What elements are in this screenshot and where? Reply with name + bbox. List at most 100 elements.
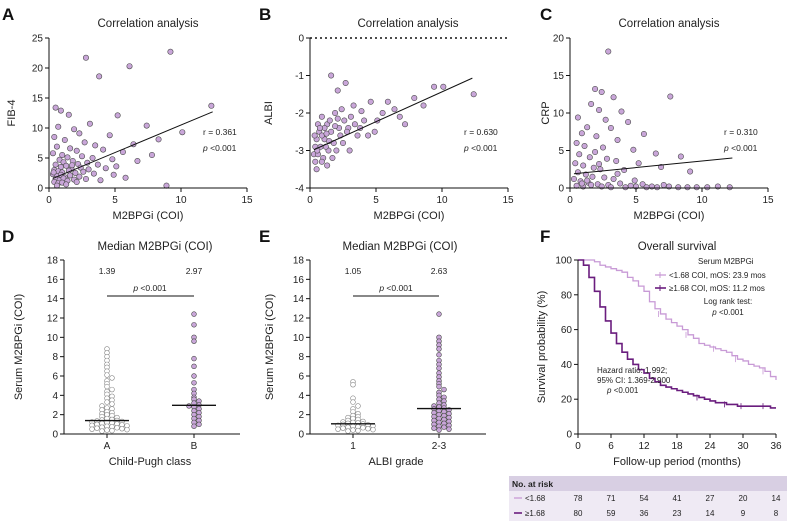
scatter-point [52, 161, 59, 168]
legend-title: Serum M2BPGi [698, 257, 754, 266]
panel-d-title: Median M2BPGi (COI) [97, 241, 212, 253]
panel-b-ytick-label: -3 [295, 146, 304, 157]
scatter-point [580, 162, 587, 169]
scatter-point [73, 179, 80, 186]
scatter-point [57, 107, 64, 114]
scatter-point [69, 162, 76, 169]
scatter-point [704, 184, 711, 191]
scatter-point [53, 182, 60, 189]
dot-point [436, 383, 442, 390]
dot-point [355, 427, 361, 434]
panel-a-ytick-label: 5 [37, 154, 43, 165]
panel-letter-f: F [540, 227, 550, 246]
scatter-point [605, 48, 612, 55]
dot-point [350, 427, 356, 433]
scatter-point [90, 170, 97, 177]
risk-cell: 78 [574, 494, 583, 503]
dot-point [104, 372, 110, 378]
scatter-point [110, 171, 117, 178]
risk-cell: 59 [607, 509, 616, 518]
panel-d-points [89, 311, 202, 434]
scatter-point [603, 155, 610, 162]
scatter-point [675, 184, 682, 191]
panel-e-ytick-label: 12 [293, 314, 305, 325]
panel-e-ytick-label: 0 [298, 430, 304, 441]
dot-point [104, 399, 110, 405]
panel-c-y-ticks: 0 5 10 15 20 [553, 34, 570, 195]
panel-e-ytick-label: 16 [293, 275, 305, 286]
dot-point [436, 365, 442, 371]
logrank-p-value: p <0.001 [711, 308, 744, 317]
panel-b-title: Correlation analysis [358, 18, 459, 30]
scatter-point [82, 54, 89, 61]
dot-point [109, 386, 115, 393]
risk-row-low-label: <1.68 [525, 494, 546, 503]
panel-c-p-value: p <0.001 [723, 143, 758, 153]
dot-point [109, 401, 115, 407]
scatter-point [59, 152, 66, 159]
panel-e-title: Median M2BPGi (COI) [342, 241, 457, 253]
panel-d-y-label: Serum M2BPGi (COI) [13, 294, 25, 400]
dot-point [191, 363, 197, 370]
panel-c-ytick-label: 20 [553, 34, 565, 45]
panel-c-x-ticks: 0 5 10 15 [567, 188, 774, 206]
panel-f-ytick-label: 0 [566, 430, 572, 441]
scatter-point [324, 162, 331, 169]
risk-table: No. at risk <1.68 ≥1.68 78 71 54 41 27 20 14 80… [509, 476, 787, 521]
panel-e-median-label-1: 1.05 [345, 266, 362, 276]
risk-table-row-high-bg [509, 506, 787, 521]
scatter-point [470, 91, 477, 98]
logrank-title: Log rank test: [704, 297, 752, 306]
panel-d-x-label: Child-Pugh class [109, 456, 192, 468]
scatter-point [341, 117, 348, 124]
dot-point [104, 427, 110, 433]
scatter-point [613, 158, 620, 165]
panel-c-points [570, 48, 733, 191]
panel-c-ytick-label: 5 [558, 146, 564, 157]
panel-f-xtick-label: 6 [608, 441, 614, 452]
dot-point [191, 380, 197, 386]
panel-e-y-ticks: 0 2 4 6 8 10 12 14 16 18 [293, 256, 310, 441]
panel-f-ytick-label: 40 [561, 360, 573, 371]
scatter-point [63, 162, 70, 169]
scatter-point [693, 184, 700, 191]
scatter-point [329, 155, 336, 162]
scatter-point [596, 107, 603, 114]
scatter-point [574, 114, 581, 121]
scatter-point [94, 161, 101, 168]
scatter-point [79, 153, 86, 160]
scatter-point [311, 132, 318, 139]
panel-c-title: Correlation analysis [619, 18, 720, 30]
risk-cell: 36 [640, 509, 649, 518]
legend-label-low: <1.68 COI, mOS: 23.9 mos [669, 271, 766, 280]
scatter-point [67, 145, 74, 152]
scatter-point [148, 152, 155, 159]
scatter-point [80, 168, 87, 175]
panel-f-ytick-label: 100 [555, 256, 572, 267]
panel-d-xtick-label: B [191, 441, 198, 452]
scatter-point [607, 184, 614, 191]
scatter-point [635, 160, 642, 167]
scatter-point [49, 150, 56, 157]
scatter-point [96, 73, 103, 80]
panel-d-xtick-label: A [104, 441, 111, 452]
panel-a-ytick-label: 10 [32, 124, 44, 135]
scatter-point [578, 130, 585, 137]
scatter-point [570, 176, 577, 183]
scatter-point [684, 184, 691, 191]
panel-b-x-label: M2BPGi (COI) [374, 210, 445, 222]
panel-e-ytick-label: 4 [298, 391, 304, 402]
panel-letter-e: E [259, 227, 270, 246]
scatter-point [114, 112, 121, 119]
dot-point [431, 425, 437, 431]
risk-cell: 23 [673, 509, 682, 518]
panel-a-xtick-label: 15 [241, 195, 253, 206]
dot-point [350, 382, 356, 388]
risk-row-high-label: ≥1.68 [525, 509, 546, 518]
panel-c-r-value: r = 0.310 [724, 127, 758, 137]
scatter-point [625, 119, 632, 126]
scatter-point [312, 158, 319, 165]
panel-f-ytick-label: 20 [561, 395, 573, 406]
scatter-point [86, 120, 93, 127]
